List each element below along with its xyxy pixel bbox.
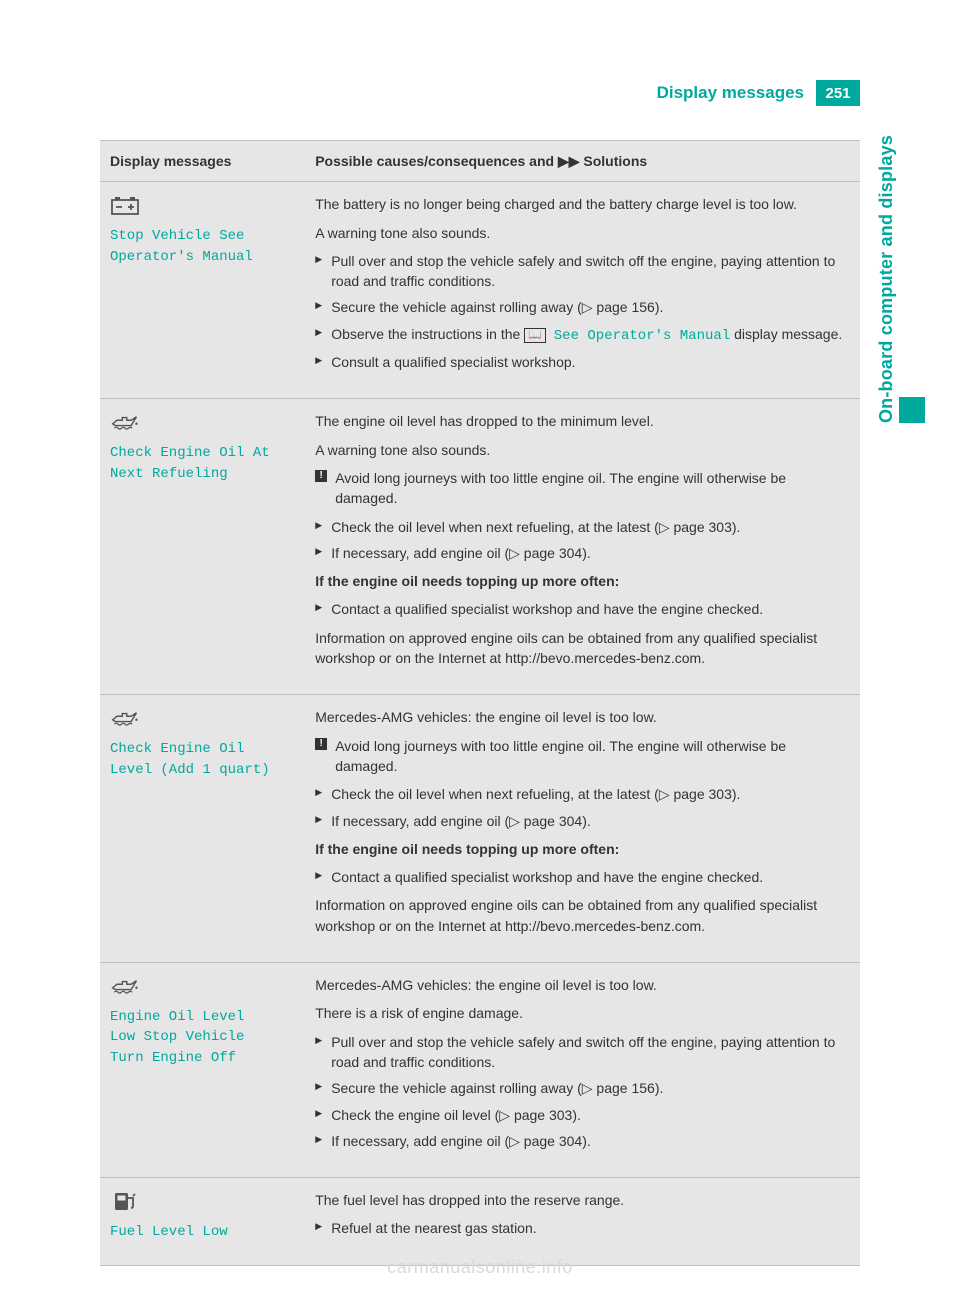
action-item: Check the oil level when next refueling,… bbox=[315, 517, 850, 537]
warning-item: Avoid long journeys with too little engi… bbox=[315, 736, 850, 777]
side-tab: On-board computer and displays bbox=[876, 135, 897, 423]
manual-icon: 📖 bbox=[524, 328, 546, 343]
paragraph: Information on approved engine oils can … bbox=[315, 628, 850, 669]
message-label: Fuel Level Low bbox=[110, 1222, 295, 1242]
action-item: If necessary, add engine oil (▷ page 304… bbox=[315, 811, 850, 831]
table-row: Engine Oil Level Low Stop Vehicle Turn E… bbox=[100, 963, 860, 1177]
table-row: Check Engine Oil At Next Refueling The en… bbox=[100, 399, 860, 694]
table-header-row: Display messages Possible causes/consequ… bbox=[100, 141, 860, 181]
action-item: Pull over and stop the vehicle safely an… bbox=[315, 251, 850, 292]
table-row: Stop Vehicle See Operator's Manual The ba… bbox=[100, 182, 860, 398]
paragraph: If the engine oil needs topping up more … bbox=[315, 571, 850, 591]
watermark: carmanualsonline.info bbox=[0, 1257, 960, 1278]
action-item: If necessary, add engine oil (▷ page 304… bbox=[315, 1131, 850, 1151]
paragraph: If the engine oil needs topping up more … bbox=[315, 839, 850, 859]
solutions-arrow-icon: ▶▶ bbox=[558, 153, 580, 169]
action-item: Observe the instructions in the 📖 See Op… bbox=[315, 324, 850, 346]
paragraph: Mercedes-AMG vehicles: the engine oil le… bbox=[315, 707, 850, 727]
battery-icon bbox=[110, 194, 140, 220]
message-label: Check Engine Oil Level (Add 1 quart) bbox=[110, 739, 295, 780]
action-item: Check the engine oil level (▷ page 303). bbox=[315, 1105, 850, 1125]
paragraph: A warning tone also sounds. bbox=[315, 440, 850, 460]
solution-cell: The engine oil level has dropped to the … bbox=[305, 399, 860, 694]
solution-cell: The fuel level has dropped into the rese… bbox=[305, 1178, 860, 1265]
action-item: Contact a qualified specialist workshop … bbox=[315, 599, 850, 619]
section-title: Display messages bbox=[657, 83, 804, 103]
solution-cell: Mercedes-AMG vehicles: the engine oil le… bbox=[305, 695, 860, 962]
warning-item: Avoid long journeys with too little engi… bbox=[315, 468, 850, 509]
oil-icon bbox=[110, 411, 140, 437]
paragraph: There is a risk of engine damage. bbox=[315, 1003, 850, 1023]
action-item: Refuel at the nearest gas station. bbox=[315, 1218, 850, 1238]
message-label: Stop Vehicle See Operator's Manual bbox=[110, 226, 295, 267]
action-item: Secure the vehicle against rolling away … bbox=[315, 297, 850, 317]
action-item: Contact a qualified specialist workshop … bbox=[315, 867, 850, 887]
fuel-icon bbox=[110, 1190, 140, 1216]
oil-icon bbox=[110, 707, 140, 733]
paragraph: The battery is no longer being charged a… bbox=[315, 194, 850, 214]
side-tab-label: On-board computer and displays bbox=[876, 135, 897, 423]
page-number: 251 bbox=[816, 80, 860, 106]
action-item: Consult a qualified specialist workshop. bbox=[315, 352, 850, 372]
messages-table: Display messages Possible causes/consequ… bbox=[100, 140, 860, 1266]
action-item: Check the oil level when next refueling,… bbox=[315, 784, 850, 804]
th-display-messages: Display messages bbox=[100, 141, 305, 181]
table-row: Fuel Level Low The fuel level has dropped… bbox=[100, 1178, 860, 1265]
paragraph: The engine oil level has dropped to the … bbox=[315, 411, 850, 431]
paragraph: The fuel level has dropped into the rese… bbox=[315, 1190, 850, 1210]
action-item: Secure the vehicle against rolling away … bbox=[315, 1078, 850, 1098]
th-solutions: Possible causes/consequences and ▶▶ Solu… bbox=[305, 141, 860, 181]
paragraph: A warning tone also sounds. bbox=[315, 223, 850, 243]
solution-cell: The battery is no longer being charged a… bbox=[305, 182, 860, 398]
side-tab-marker bbox=[899, 397, 925, 423]
solution-cell: Mercedes-AMG vehicles: the engine oil le… bbox=[305, 963, 860, 1177]
paragraph: Mercedes-AMG vehicles: the engine oil le… bbox=[315, 975, 850, 995]
message-label: Engine Oil Level Low Stop Vehicle Turn E… bbox=[110, 1007, 295, 1068]
paragraph: Information on approved engine oils can … bbox=[315, 895, 850, 936]
action-item: If necessary, add engine oil (▷ page 304… bbox=[315, 543, 850, 563]
inline-message: See Operator's Manual bbox=[554, 328, 730, 344]
table-row: Check Engine Oil Level (Add 1 quart) Merc… bbox=[100, 695, 860, 962]
oil-icon bbox=[110, 975, 140, 1001]
page-header: Display messages 251 bbox=[0, 80, 860, 106]
action-item: Pull over and stop the vehicle safely an… bbox=[315, 1032, 850, 1073]
message-label: Check Engine Oil At Next Refueling bbox=[110, 443, 295, 484]
